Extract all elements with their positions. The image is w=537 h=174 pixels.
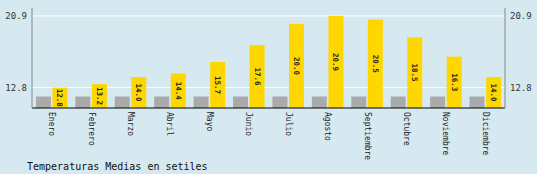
data-label: 14.4 [174,82,183,101]
bar-gray [36,96,51,108]
bar-yellow [92,84,107,108]
data-label: 17.6 [253,68,262,87]
data-label: 14.0 [489,83,498,102]
bar-yellow [368,20,383,108]
bar-gray [233,96,248,108]
bar-gray [351,96,366,108]
bar-yellow [171,73,186,108]
x-tick-label: Septiembre [363,112,372,160]
grid-line [32,15,505,16]
chart-title: Temperaturas Medias en setiles [27,161,208,172]
y-tick-label: 20.9 [5,11,27,21]
chart-svg: 12.8 12.8 20.9 20.9 12.8 13.2 14.0 14.4 15.7 17.6… [0,0,537,174]
bar-yellow [210,62,225,108]
bar-yellow [289,24,304,108]
data-label: 20.5 [371,55,380,73]
x-tick-label: Enero [47,112,56,136]
bar-yellow [52,88,67,108]
bar-gray [312,96,327,108]
bar-gray [154,96,169,108]
x-tick-label: Marzo [126,112,135,136]
chart-container: 12.8 12.8 20.9 20.9 12.8 13.2 14.0 14.4 15.7 17.6… [0,0,537,174]
data-label: 18.5 [410,64,419,82]
x-tick-label: Abril [165,112,174,136]
bar-gray [115,96,130,108]
y2-tick-label: 20.9 [510,11,532,21]
bar-gray [272,96,287,108]
bar-gray [75,96,90,108]
bar-yellow [131,77,146,108]
bar-gray [391,96,406,108]
bar-yellow [407,37,422,108]
x-tick-label: Julio [284,112,293,136]
y2-tick-label: 12.8 [510,83,532,93]
x-tick-label: Octubre [402,112,411,146]
bar-gray [430,96,445,108]
bars [36,16,501,108]
x-tick-label: Diciembre [481,112,490,156]
bar-yellow [486,77,501,108]
data-label: 13.2 [95,87,104,105]
x-tick-label: Junio [244,112,253,136]
bar-gray [194,96,209,108]
data-label: 20.0 [292,57,301,76]
x-tick-label: Noviembre [441,112,450,156]
x-tick-label: Mayo [205,112,214,131]
x-tick-label: Agosto [323,112,332,141]
x-tick-label: Febrero [87,112,96,146]
data-label: 16.3 [450,73,459,92]
bar-yellow [250,45,265,108]
bar-gray [470,96,485,108]
data-label: 14.0 [134,83,143,102]
data-label: 20.9 [331,53,340,72]
data-label: 12.8 [55,89,64,108]
x-axis-line [32,107,505,108]
bar-yellow [328,16,343,108]
y-tick-label: 12.8 [5,83,27,93]
y-axis-line [32,8,33,108]
y2-axis-line [505,8,506,108]
bar-yellow [447,57,462,108]
data-label: 15.7 [213,76,222,94]
